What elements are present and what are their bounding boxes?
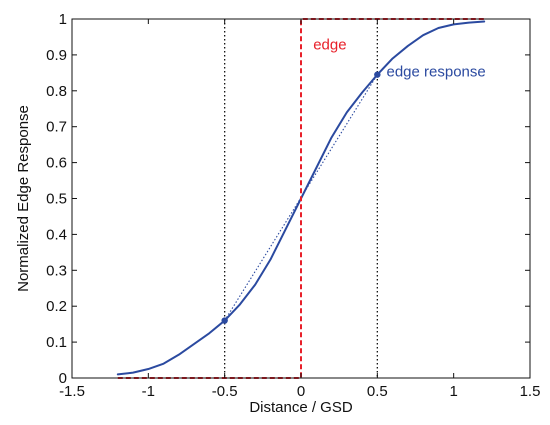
y-axis-title: Normalized Edge Response xyxy=(15,105,32,292)
annotation-1: edge response xyxy=(386,63,485,80)
y-tick-label-7: 0.7 xyxy=(46,119,67,136)
y-tick-label-0: 0 xyxy=(59,370,67,387)
y-tick-label-4: 0.4 xyxy=(46,226,67,243)
x-tick-label-2: -0.5 xyxy=(212,383,238,400)
ticks: -1.5 -1 -0.5 0 0.5 1 1.5 0 0.1 0.2 0.3 0.4 0.5 0.6 0.7… xyxy=(46,11,540,400)
annotation-0: edge xyxy=(313,37,346,54)
y-tick-label-5: 0.5 xyxy=(46,191,67,208)
y-tick-label-2: 0.2 xyxy=(46,298,67,315)
x-tick-label-5: 1 xyxy=(449,383,457,400)
y-tick-label-1: 0.1 xyxy=(46,334,67,351)
data-point-1 xyxy=(374,71,381,78)
x-axis-title: Distance / GSD xyxy=(249,399,353,416)
data-point-0 xyxy=(221,317,228,324)
y-tick-label-9: 0.9 xyxy=(46,47,67,64)
x-tick-label-6: 1.5 xyxy=(520,383,541,400)
y-tick-label-8: 0.8 xyxy=(46,83,67,100)
x-tick-label-4: 0.5 xyxy=(367,383,388,400)
x-tick-label-0: -1.5 xyxy=(59,383,85,400)
x-tick-label-1: -1 xyxy=(142,383,155,400)
y-tick-label-10: 1 xyxy=(59,11,67,28)
y-tick-label-3: 0.3 xyxy=(46,262,67,279)
y-tick-label-6: 0.6 xyxy=(46,155,67,172)
x-tick-label-3: 0 xyxy=(297,383,305,400)
